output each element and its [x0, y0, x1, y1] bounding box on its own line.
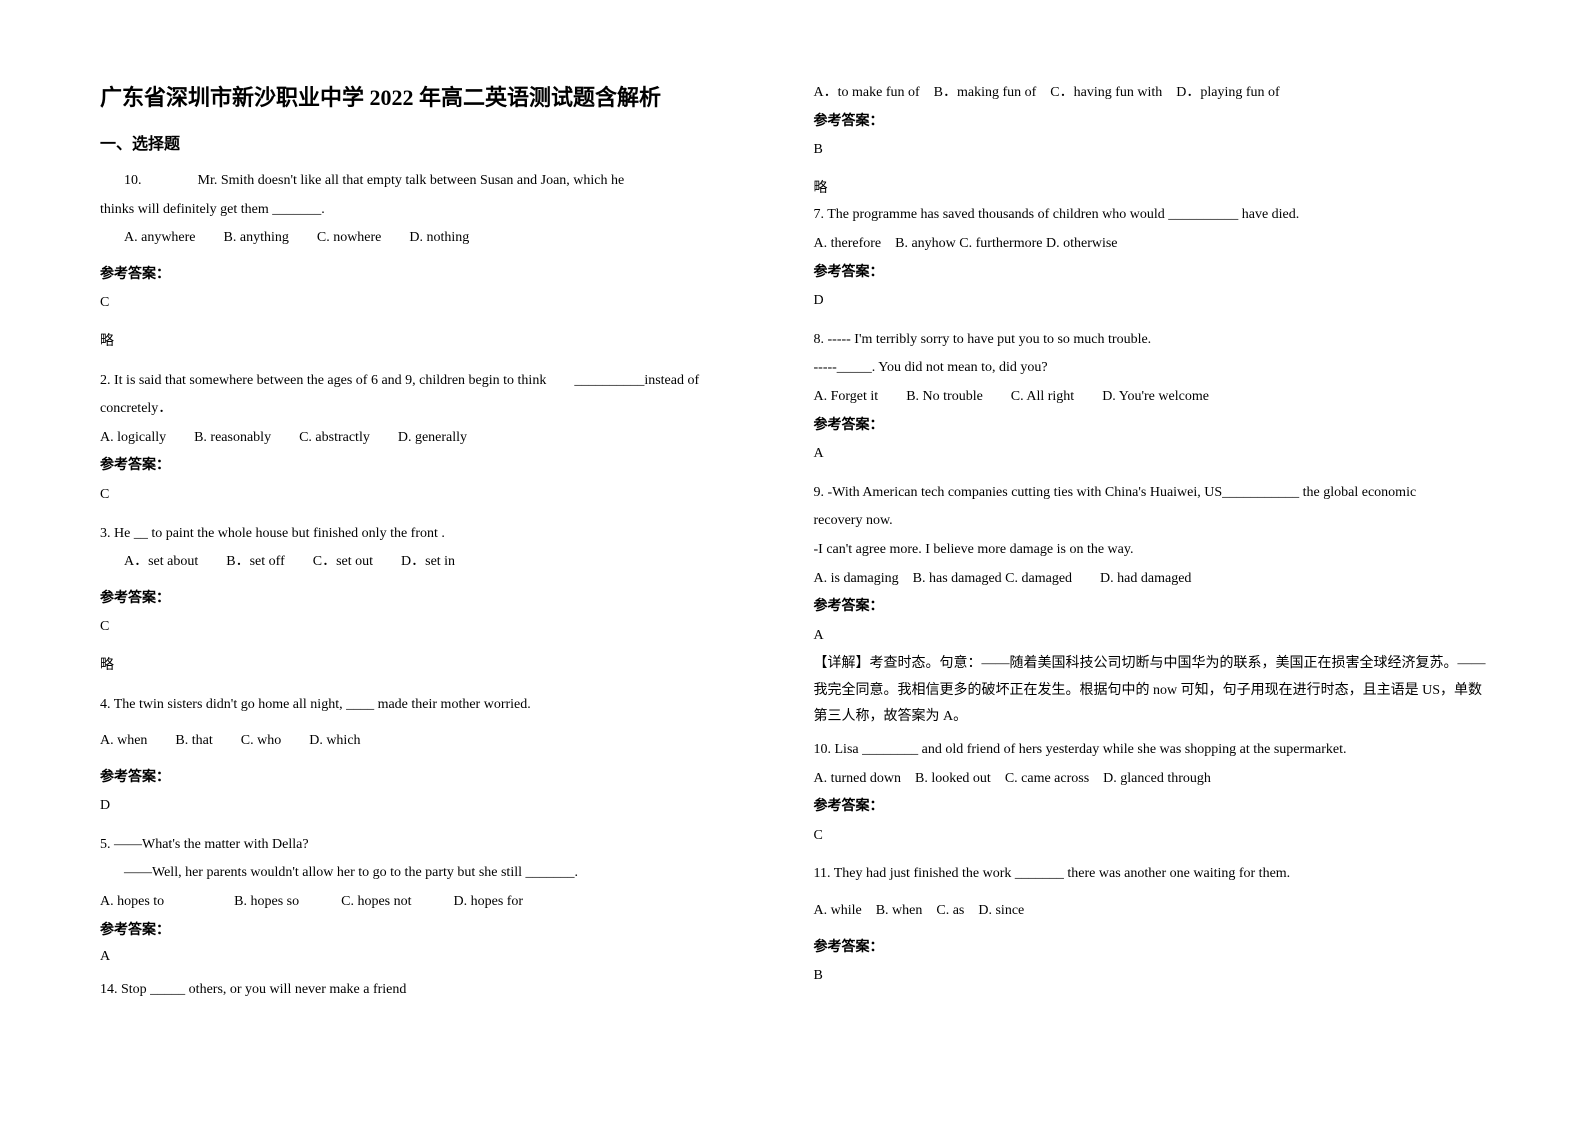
question-line: The twin sisters didn't go home all nigh…: [114, 697, 531, 712]
question-line: Lisa ________ and old friend of hers yes…: [835, 742, 1347, 757]
question-text: 10. Lisa ________ and old friend of hers…: [814, 737, 1488, 764]
answer-value: A: [814, 441, 1488, 468]
question-options: A. hopes to B. hopes so C. hopes not D. …: [100, 889, 774, 916]
question-options: A. logically B. reasonably C. abstractly…: [100, 425, 774, 452]
question-line: The programme has saved thousands of chi…: [827, 207, 1299, 222]
question-line: ――Well, her parents wouldn't allow her t…: [100, 860, 774, 887]
question-options: A. when B. that C. who D. which: [100, 728, 774, 755]
answer-value: B: [814, 137, 1488, 164]
question-block: 11. They had just finished the work ____…: [814, 861, 1488, 989]
question-options: A. is damaging B. has damaged C. damaged…: [814, 566, 1488, 593]
question-number: 7.: [814, 207, 825, 222]
answer-note: 略: [100, 329, 774, 356]
question-text: 3. He __ to paint the whole house but fi…: [100, 521, 774, 548]
answer-label: 参考答案：: [814, 109, 1488, 136]
question-options: A. Forget it B. No trouble C. All right …: [814, 384, 1488, 411]
question-block: 10. Lisa ________ and old friend of hers…: [814, 737, 1488, 849]
answer-value: A: [100, 944, 774, 971]
answer-label: 参考答案：: [814, 260, 1488, 287]
question-line: thinks will definitely get them _______.: [100, 197, 774, 224]
question-text: 14. Stop _____ others, or you will never…: [100, 977, 774, 1004]
question-line: ----- I'm terribly sorry to have put you…: [828, 332, 1152, 347]
answer-label: 参考答案：: [814, 413, 1488, 440]
question-block: 8. ----- I'm terribly sorry to have put …: [814, 327, 1488, 468]
question-number: 5.: [100, 837, 111, 852]
question-line: It is said that somewhere between the ag…: [114, 373, 699, 388]
question-line: Mr. Smith doesn't like all that empty ta…: [198, 173, 625, 188]
answer-explanation: 【详解】考查时态。句意：——随着美国科技公司切断与中国华为的联系，美国正在损害全…: [814, 651, 1488, 731]
answer-value: C: [814, 823, 1488, 850]
question-line: ――What's the matter with Della?: [114, 837, 309, 852]
question-text: 4. The twin sisters didn't go home all n…: [100, 692, 774, 719]
question-text: 11. They had just finished the work ____…: [814, 861, 1488, 888]
question-block: 2. It is said that somewhere between the…: [100, 368, 774, 509]
question-line: He __ to paint the whole house but finis…: [114, 526, 445, 541]
question-options: A. anywhere B. anything C. nowhere D. no…: [100, 225, 774, 252]
question-number: 11.: [814, 866, 831, 881]
exam-page: 广东省深圳市新沙职业中学 2022 年高二英语测试题含解析 一、选择题 10. …: [0, 0, 1587, 1122]
answer-label: 参考答案：: [100, 765, 774, 792]
question-number: 4.: [100, 697, 111, 712]
answer-label: 参考答案：: [814, 594, 1488, 621]
answer-value: B: [814, 963, 1488, 990]
question-block: 7. The programme has saved thousands of …: [814, 202, 1488, 314]
question-line: concretely．: [100, 396, 774, 423]
question-line: -----_____. You did not mean to, did you…: [814, 355, 1488, 382]
answer-value: A: [814, 623, 1488, 650]
question-line: recovery now.: [814, 508, 1488, 535]
answer-label: 参考答案：: [100, 453, 774, 480]
question-block: 10. Mr. Smith doesn't like all that empt…: [100, 168, 774, 356]
question-line: Stop _____ others, or you will never mak…: [121, 982, 406, 997]
question-number: 9.: [814, 485, 825, 500]
question-block: 4. The twin sisters didn't go home all n…: [100, 692, 774, 820]
question-block: 5. ――What's the matter with Della? ――Wel…: [100, 832, 774, 971]
question-block: 9. -With American tech companies cutting…: [814, 480, 1488, 731]
section-header: 一、选择题: [100, 130, 774, 154]
question-number: 14.: [100, 982, 118, 997]
question-options: A. while B. when C. as D. since: [814, 898, 1488, 925]
answer-value: C: [100, 290, 774, 317]
question-number: 10.: [124, 173, 142, 188]
answer-label: 参考答案：: [100, 918, 774, 945]
answer-label: 参考答案：: [100, 262, 774, 289]
page-title: 广东省深圳市新沙职业中学 2022 年高二英语测试题含解析: [100, 80, 774, 112]
answer-value: C: [100, 482, 774, 509]
question-text: 9. -With American tech companies cutting…: [814, 480, 1488, 507]
question-text: 7. The programme has saved thousands of …: [814, 202, 1488, 229]
question-options: A．set about B．set off C．set out D．set in: [100, 549, 774, 576]
question-number: 10.: [814, 742, 832, 757]
question-block: 3. He __ to paint the whole house but fi…: [100, 521, 774, 680]
answer-label: 参考答案：: [100, 586, 774, 613]
answer-note: 略: [814, 176, 1488, 203]
question-line: -I can't agree more. I believe more dama…: [814, 537, 1488, 564]
question-options: A. turned down B. looked out C. came acr…: [814, 766, 1488, 793]
question-text: 10. Mr. Smith doesn't like all that empt…: [100, 168, 774, 195]
question-line: -With American tech companies cutting ti…: [828, 485, 1417, 500]
question-line: They had just finished the work _______ …: [834, 866, 1290, 881]
question-options: A．to make fun of B．making fun of C．havin…: [814, 80, 1488, 107]
answer-note: 略: [100, 653, 774, 680]
answer-value: C: [100, 614, 774, 641]
answer-label: 参考答案：: [814, 794, 1488, 821]
question-number: 8.: [814, 332, 825, 347]
question-number: 2.: [100, 373, 111, 388]
answer-label: 参考答案：: [814, 935, 1488, 962]
question-text: 8. ----- I'm terribly sorry to have put …: [814, 327, 1488, 354]
answer-value: D: [814, 288, 1488, 315]
question-text: 2. It is said that somewhere between the…: [100, 368, 774, 395]
answer-value: D: [100, 793, 774, 820]
question-options: A. therefore B. anyhow C. furthermore D.…: [814, 231, 1488, 258]
question-text: 5. ――What's the matter with Della?: [100, 832, 774, 859]
question-number: 3.: [100, 526, 111, 541]
